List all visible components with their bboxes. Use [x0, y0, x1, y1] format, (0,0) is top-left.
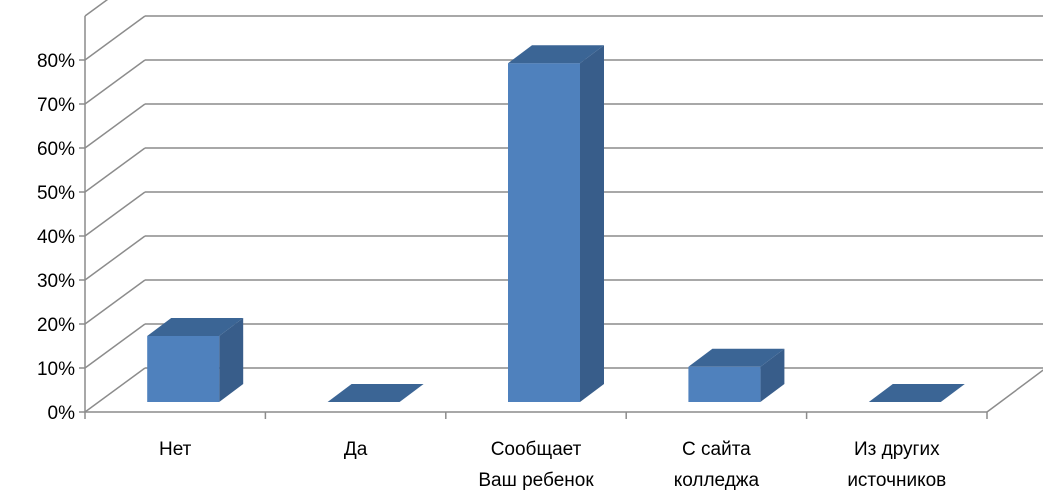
- gridline-side: [84, 147, 146, 193]
- gridline-side: [84, 235, 146, 281]
- gridline-side: [84, 367, 146, 413]
- gridline-side: [84, 15, 146, 61]
- y-tick-label: 40%: [37, 227, 75, 248]
- bar-side: [219, 318, 244, 402]
- y-tick-label: 70%: [37, 95, 75, 116]
- bar-top: [147, 318, 244, 336]
- bar-top: [868, 384, 965, 402]
- category-label: Из других: [854, 439, 940, 460]
- bar-front: [688, 366, 761, 402]
- y-tick-label: 60%: [37, 139, 75, 160]
- y-tick-label: 0%: [48, 403, 76, 424]
- category-label: Нет: [159, 439, 192, 460]
- bar: [508, 45, 604, 402]
- y-tick-label: 50%: [37, 183, 75, 204]
- category-label: Сообщает: [491, 439, 582, 460]
- bar-top: [327, 384, 424, 402]
- gridline-side: [84, 0, 109, 17]
- y-tick-label: 30%: [37, 271, 75, 292]
- bar: [327, 384, 424, 402]
- y-tick-label: 10%: [37, 359, 75, 380]
- gridline-side: [84, 191, 146, 237]
- bar: [868, 384, 965, 402]
- y-tick-labels: 0% 10% 20% 30% 40% 50% 60% 70% 80%: [37, 51, 75, 424]
- bar-top: [688, 348, 785, 367]
- floor-right-edge: [986, 369, 1043, 413]
- bars: [147, 45, 965, 402]
- gridline-side: [84, 59, 146, 105]
- gridline-side: [84, 279, 146, 325]
- category-label: колледжа: [674, 470, 760, 491]
- bar-side: [580, 45, 604, 402]
- category-label: Да: [344, 439, 368, 460]
- category-label: Ваш ребенок: [478, 470, 594, 491]
- bar-top: [508, 45, 604, 64]
- bar: [688, 348, 785, 402]
- y-tick-label: 80%: [37, 51, 75, 72]
- bar-front: [508, 63, 580, 402]
- bar: [147, 318, 244, 402]
- category-labels: Нет Да Сообщает Ваш ребенок С сайта колледжа И…: [159, 439, 946, 491]
- category-label: С сайта: [682, 439, 751, 460]
- y-tick-label: 20%: [37, 315, 75, 336]
- gridline-side: [84, 103, 146, 149]
- gridline-side: [84, 323, 146, 369]
- bar-side: [760, 348, 785, 402]
- category-label: источников: [847, 470, 946, 491]
- bar-front: [147, 336, 220, 402]
